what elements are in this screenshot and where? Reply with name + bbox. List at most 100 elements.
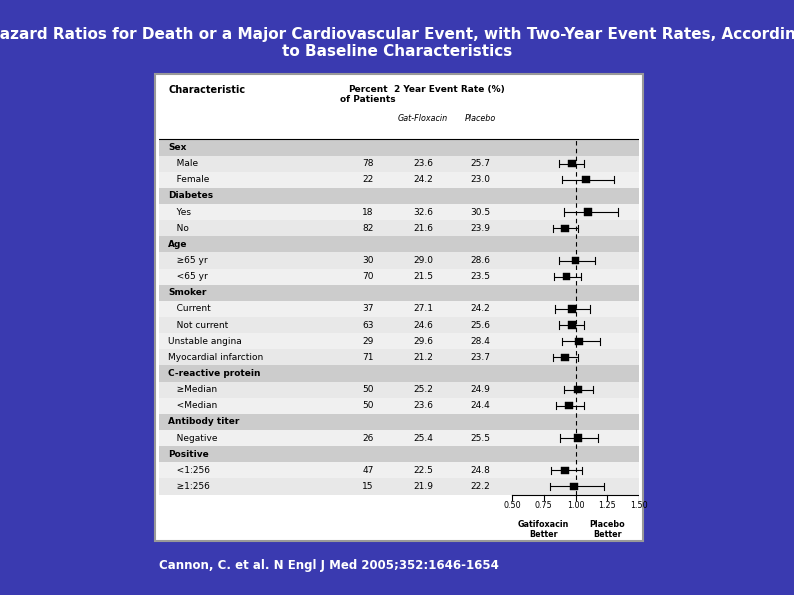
Text: Age: Age (168, 240, 188, 249)
Text: 32.6: 32.6 (413, 208, 433, 217)
Text: Unstable angina: Unstable angina (168, 337, 242, 346)
Bar (159, 349, 639, 365)
Text: 29.0: 29.0 (413, 256, 433, 265)
Text: 82: 82 (362, 224, 373, 233)
Bar (568, 160, 576, 167)
Text: 22.2: 22.2 (471, 482, 491, 491)
Text: Diabetes: Diabetes (168, 192, 214, 201)
Bar (159, 236, 639, 252)
Text: 29.6: 29.6 (413, 337, 433, 346)
Bar (159, 301, 639, 317)
Text: Placebo
Better: Placebo Better (589, 519, 625, 539)
Bar (582, 176, 590, 183)
Text: ≥65 yr: ≥65 yr (168, 256, 208, 265)
Bar (565, 402, 573, 409)
Text: <65 yr: <65 yr (168, 272, 208, 281)
Bar (159, 80, 639, 139)
Text: Negative: Negative (168, 434, 218, 443)
Bar (159, 172, 639, 188)
Text: Yes: Yes (168, 208, 191, 217)
Text: 1.25: 1.25 (599, 502, 616, 511)
Text: 24.2: 24.2 (413, 176, 433, 184)
Text: 25.4: 25.4 (413, 434, 433, 443)
Text: 21.2: 21.2 (413, 353, 433, 362)
Text: Gatifoxacin
Better: Gatifoxacin Better (518, 519, 569, 539)
Text: Sex: Sex (168, 143, 187, 152)
Text: 30: 30 (362, 256, 373, 265)
Bar (561, 466, 569, 474)
Bar (159, 156, 639, 172)
Bar (159, 462, 639, 478)
Text: 18: 18 (362, 208, 373, 217)
Bar (561, 225, 569, 232)
Text: Gat-Floxacin: Gat-Floxacin (398, 114, 448, 124)
Text: Myocardial infarction: Myocardial infarction (168, 353, 264, 362)
Text: Smoker: Smoker (168, 289, 206, 298)
Text: No: No (168, 224, 189, 233)
Text: 63: 63 (362, 321, 373, 330)
Text: 50: 50 (362, 401, 373, 411)
Bar (159, 317, 639, 333)
Bar (159, 268, 639, 285)
Text: 26: 26 (362, 434, 373, 443)
Bar (563, 273, 570, 280)
Bar (159, 285, 639, 301)
Text: 24.4: 24.4 (471, 401, 491, 411)
Text: 78: 78 (362, 159, 373, 168)
Text: 28.4: 28.4 (471, 337, 491, 346)
Text: 70: 70 (362, 272, 373, 281)
Text: 30.5: 30.5 (471, 208, 491, 217)
Text: 24.8: 24.8 (471, 466, 491, 475)
Text: 1.50: 1.50 (630, 502, 648, 511)
Text: 22.5: 22.5 (413, 466, 433, 475)
Bar (570, 483, 578, 490)
Text: Female: Female (168, 176, 210, 184)
Text: Characteristic: Characteristic (168, 85, 245, 95)
Bar (574, 386, 582, 393)
Bar (576, 337, 583, 345)
Bar (159, 365, 639, 381)
Bar (572, 257, 580, 264)
Bar (159, 478, 639, 494)
Text: ≥1:256: ≥1:256 (168, 482, 210, 491)
Bar (155, 74, 643, 541)
Bar (159, 252, 639, 268)
Text: 37: 37 (362, 305, 373, 314)
Text: <1:256: <1:256 (168, 466, 210, 475)
Text: Antibody titer: Antibody titer (168, 418, 240, 427)
Text: 47: 47 (362, 466, 373, 475)
Text: 1.00: 1.00 (567, 502, 584, 511)
Bar (159, 446, 639, 462)
Bar (159, 430, 639, 446)
Text: Cannon, C. et al. N Engl J Med 2005;352:1646-1654: Cannon, C. et al. N Engl J Med 2005;352:… (159, 559, 499, 572)
Bar (159, 204, 639, 220)
Text: 0.75: 0.75 (535, 502, 553, 511)
Text: Percent
of Patients: Percent of Patients (340, 85, 395, 104)
Text: 25.7: 25.7 (471, 159, 491, 168)
Bar (584, 208, 592, 216)
Bar (574, 434, 582, 441)
Text: 24.9: 24.9 (471, 385, 491, 394)
Bar (561, 353, 569, 361)
Text: 22: 22 (362, 176, 373, 184)
Text: 28.6: 28.6 (471, 256, 491, 265)
Text: 23.5: 23.5 (471, 272, 491, 281)
Text: 24.6: 24.6 (413, 321, 433, 330)
Bar (159, 220, 639, 236)
Text: Placebo: Placebo (465, 114, 496, 124)
Bar (568, 321, 576, 328)
Text: 25.2: 25.2 (413, 385, 433, 394)
Text: 23.0: 23.0 (471, 176, 491, 184)
Text: 25.5: 25.5 (471, 434, 491, 443)
Bar (159, 414, 639, 430)
Bar (159, 139, 639, 156)
Text: 25.6: 25.6 (471, 321, 491, 330)
Text: Male: Male (168, 159, 198, 168)
Text: Not current: Not current (168, 321, 229, 330)
Bar (159, 333, 639, 349)
Text: 21.6: 21.6 (413, 224, 433, 233)
Text: 29: 29 (362, 337, 373, 346)
Text: 15: 15 (362, 482, 373, 491)
Text: 71: 71 (362, 353, 373, 362)
Text: 23.7: 23.7 (471, 353, 491, 362)
